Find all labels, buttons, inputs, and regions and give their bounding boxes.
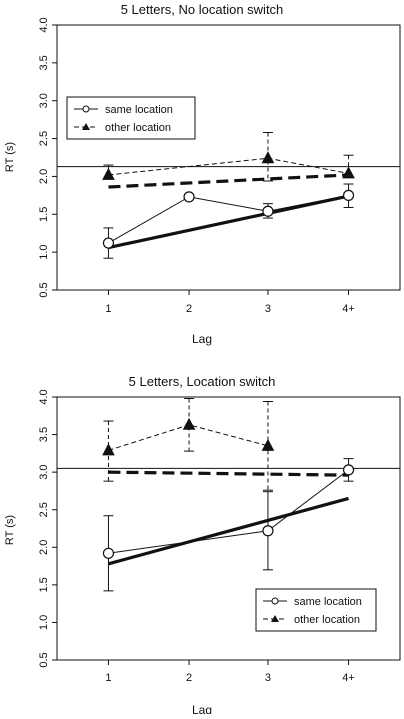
- y-axis-label: RT (s): [4, 515, 16, 545]
- point-same-location: [342, 189, 355, 201]
- x-tick-label: 4+: [342, 672, 355, 684]
- point-other-location: [102, 443, 115, 456]
- legend-marker-same-location: [271, 597, 279, 605]
- legend-box: [66, 96, 196, 140]
- y-tick-label: 1.5: [38, 577, 50, 592]
- series-line-same-location: [108, 469, 349, 554]
- x-tick-label: 1: [105, 303, 111, 315]
- y-tick-label: 1.0: [38, 615, 50, 630]
- y-axis-label: RT (s): [4, 142, 16, 172]
- x-tick-label: 3: [265, 303, 271, 315]
- y-tick-label: 3.0: [38, 93, 50, 108]
- point-same-location: [262, 205, 274, 217]
- point-other-location: [261, 438, 275, 451]
- y-tick-label: 0.5: [38, 282, 50, 297]
- chart-title: 5 Letters, No location switch: [121, 2, 284, 17]
- y-tick-label: 2.5: [38, 131, 50, 146]
- y-tick-label: 4.0: [38, 389, 50, 404]
- fit-line-same-location: [108, 194, 349, 250]
- fit-line-other-location: [108, 470, 349, 477]
- legend-box: [255, 588, 377, 632]
- point-other-location: [182, 417, 196, 430]
- x-axis-label: Lag: [192, 332, 212, 346]
- y-tick-label: 2.0: [38, 540, 50, 555]
- point-same-location: [342, 464, 355, 476]
- legend-label-other-location: other location: [294, 614, 360, 626]
- y-tick-label: 3.5: [38, 427, 50, 442]
- y-tick-label: 1.0: [38, 244, 50, 259]
- x-tick-label: 1: [105, 672, 111, 684]
- point-same-location: [102, 237, 115, 249]
- legend-label-same-location: same location: [294, 596, 362, 608]
- x-tick-label: 2: [186, 303, 192, 315]
- y-tick-label: 4.0: [38, 17, 50, 32]
- x-axis-label: Lag: [192, 703, 212, 714]
- plot-frame: [56, 24, 401, 291]
- fit-line-same-location: [108, 496, 349, 566]
- legend-marker-other-location: [82, 123, 90, 130]
- fit-line-other-location: [108, 173, 349, 189]
- point-same-location: [183, 191, 195, 203]
- y-tick-label: 0.5: [38, 652, 50, 667]
- x-tick-label: 4+: [342, 303, 355, 315]
- legend-marker-other-location: [271, 615, 279, 622]
- y-tick-label: 2.5: [38, 502, 50, 517]
- x-tick-label: 3: [265, 672, 271, 684]
- legend-marker-same-location: [82, 105, 90, 113]
- y-tick-label: 2.0: [38, 169, 50, 184]
- point-same-location: [102, 547, 115, 559]
- series-line-same-location: [108, 194, 349, 244]
- legend-label-same-location: same location: [105, 104, 173, 116]
- legend-label-other-location: other location: [105, 122, 171, 134]
- point-other-location: [102, 167, 115, 180]
- plot-frame: [56, 396, 401, 661]
- x-tick-label: 2: [186, 672, 192, 684]
- y-tick-label: 1.5: [38, 207, 50, 222]
- point-same-location: [262, 525, 274, 537]
- chart-title: 5 Letters, Location switch: [129, 374, 276, 389]
- point-other-location: [342, 166, 355, 179]
- y-tick-label: 3.5: [38, 55, 50, 70]
- y-tick-label: 3.0: [38, 464, 50, 479]
- point-other-location: [261, 151, 275, 164]
